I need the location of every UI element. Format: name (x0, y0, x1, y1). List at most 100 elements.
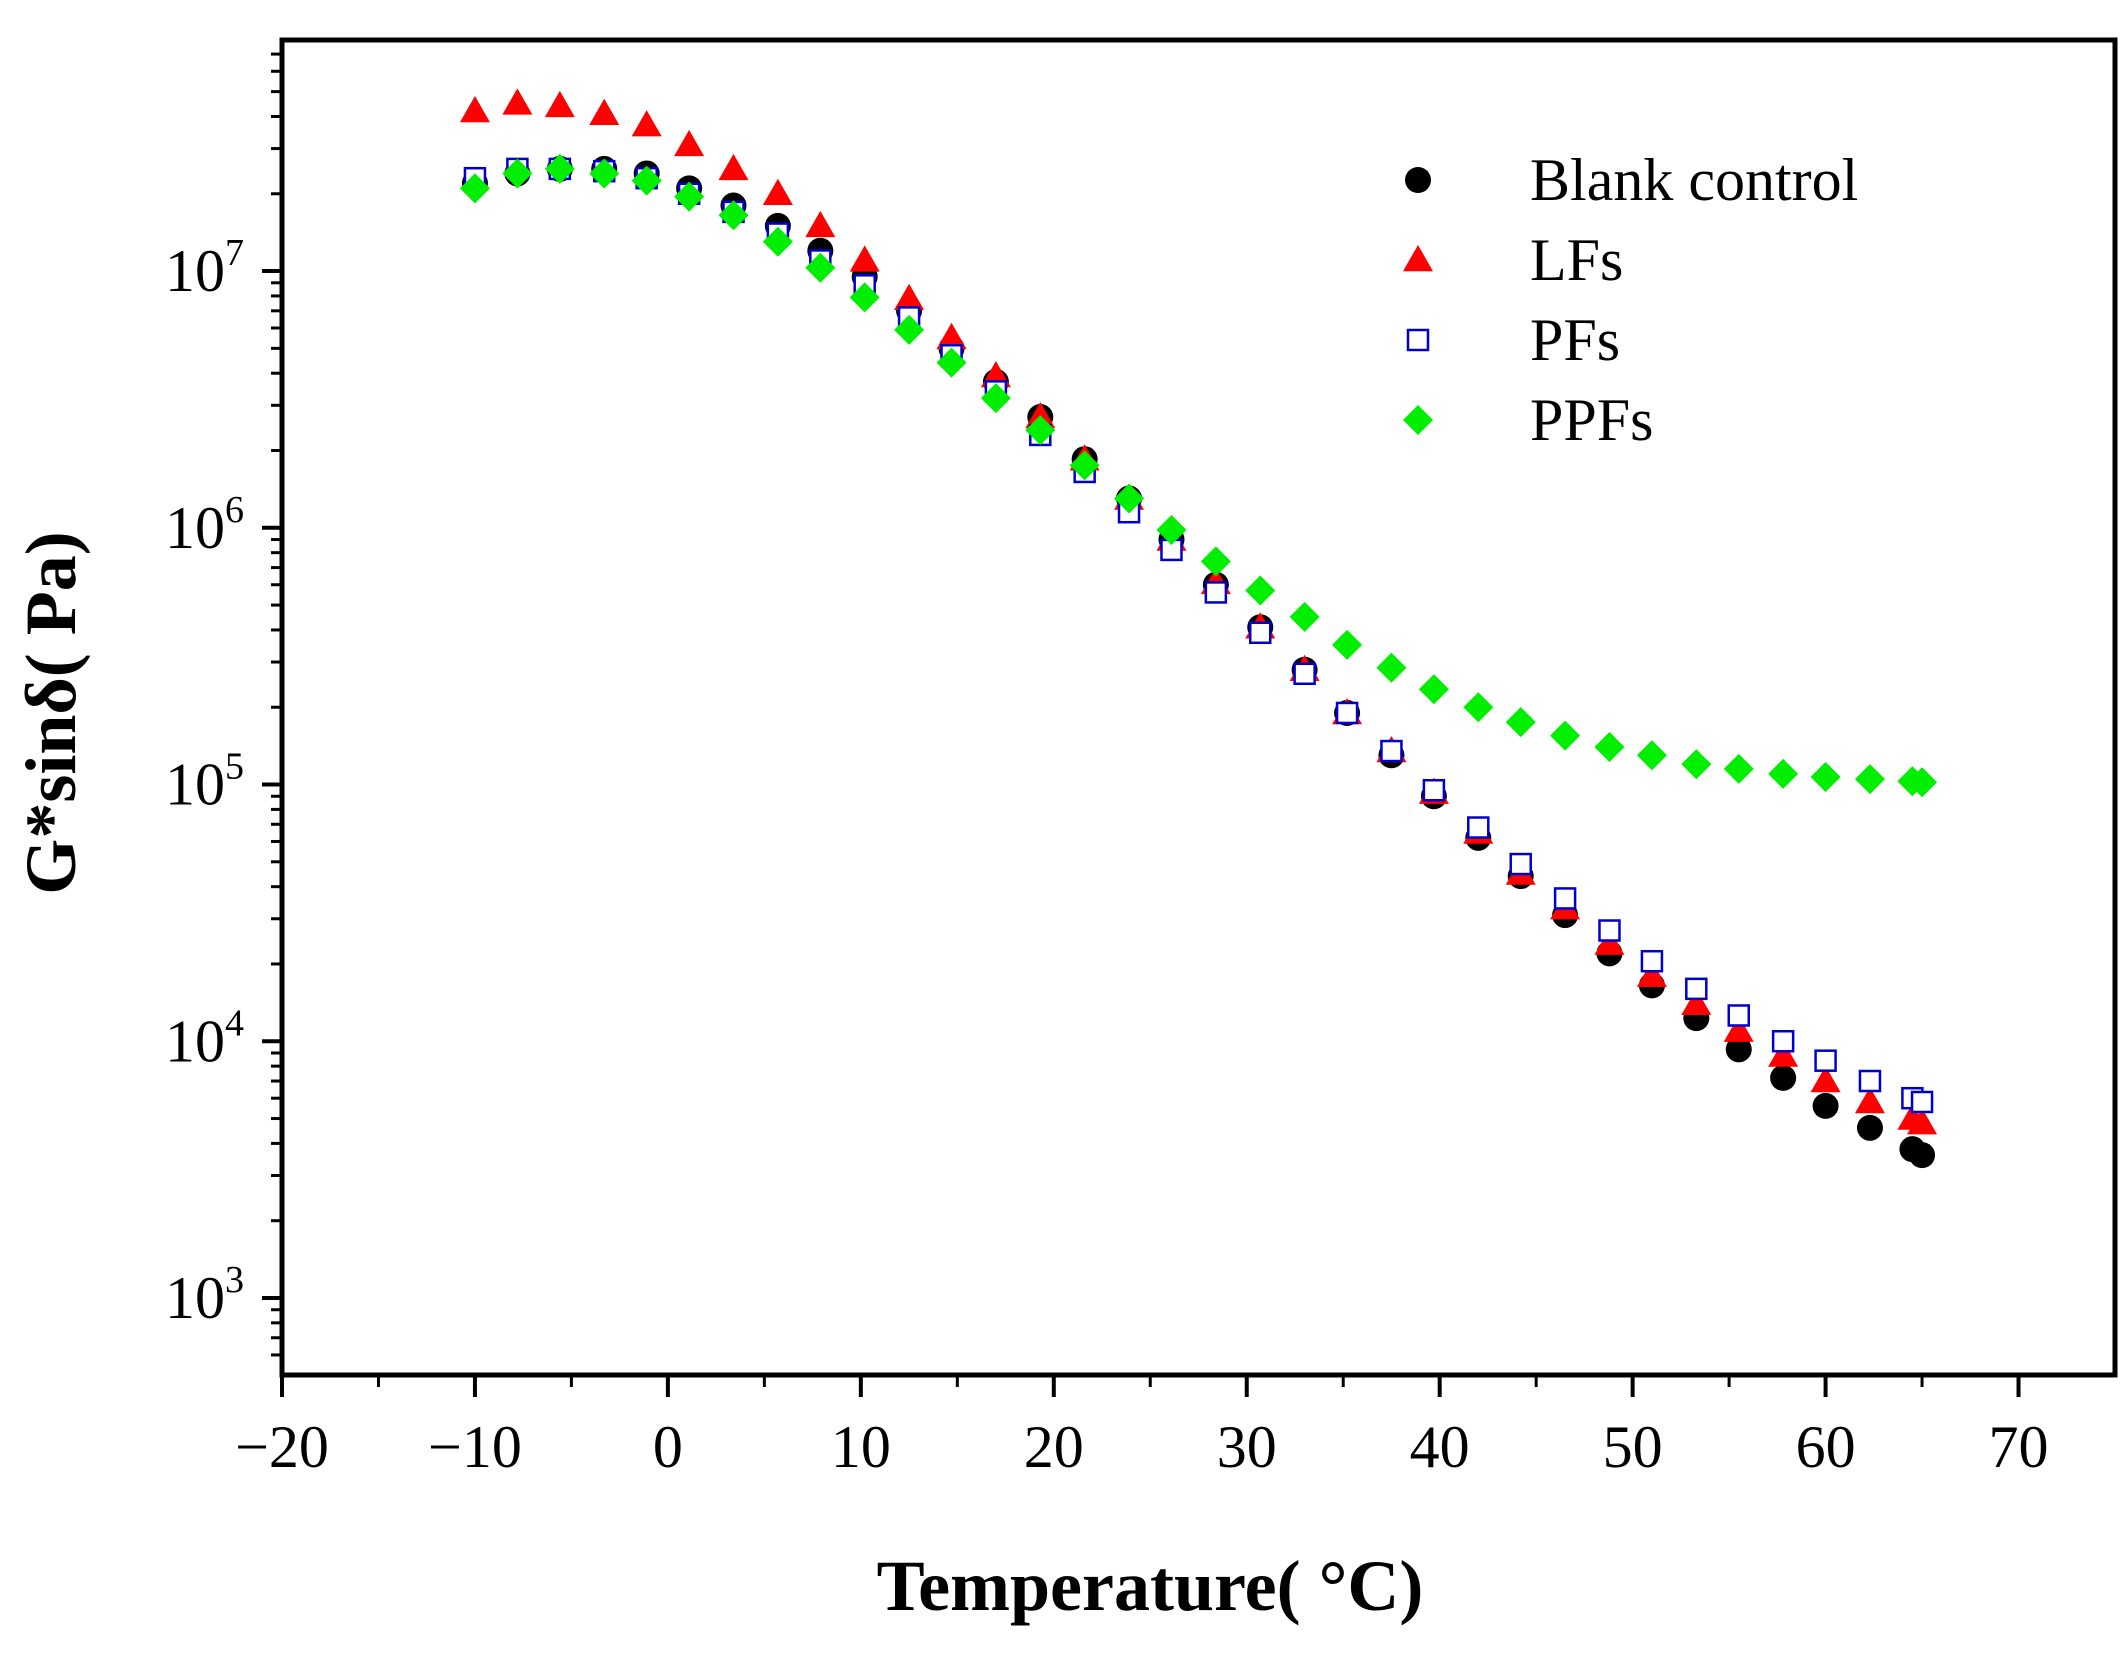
data-point-pfs (1858, 1069, 1882, 1093)
y-tick-label: 104 (165, 1002, 244, 1074)
x-tick-label: −10 (428, 1414, 522, 1480)
x-tick-label: 10 (831, 1414, 891, 1480)
data-point-ppfs (1376, 652, 1407, 683)
y-tick-label: 106 (165, 489, 244, 561)
data-point-blank-control (1725, 1036, 1752, 1063)
series-ppfs (459, 153, 1938, 798)
data-point-ppfs (1418, 674, 1449, 705)
data-point-ppfs (502, 158, 533, 189)
series-lfs (459, 88, 1938, 1135)
data-point-pfs (1335, 701, 1359, 725)
data-point-pfs (1727, 1004, 1751, 1027)
legend-marker-lfs (1403, 245, 1433, 272)
data-point-lfs (1810, 1066, 1841, 1093)
data-point-ppfs (589, 158, 620, 189)
data-point-ppfs (1681, 749, 1712, 780)
data-point-lfs (1636, 960, 1667, 987)
series-blank-control (461, 155, 1936, 1169)
data-point-ppfs (980, 383, 1011, 414)
data-point-lfs (674, 129, 705, 157)
y-tick-label: 103 (165, 1259, 244, 1331)
data-point-lfs (544, 90, 575, 118)
data-point-ppfs (1810, 761, 1841, 792)
data-point-ppfs (1200, 546, 1231, 577)
data-point-ppfs (1069, 450, 1100, 481)
legend-label-lfs: LFs (1530, 227, 1623, 293)
data-point-pfs (1204, 581, 1228, 604)
data-point-lfs (1025, 402, 1056, 429)
data-point-ppfs (894, 314, 925, 345)
legend-label-ppfs: PPFs (1530, 387, 1653, 453)
data-point-pfs (1814, 1049, 1837, 1072)
y-tick-label: 107 (165, 232, 244, 304)
x-tick-label: 50 (1603, 1414, 1663, 1480)
data-point-pfs (1467, 816, 1490, 839)
y-axis-title: G*sinδ( Pa) (11, 531, 91, 894)
data-point-lfs (1723, 1015, 1754, 1042)
data-point-pfs (1509, 852, 1532, 876)
data-point-pfs (1248, 621, 1272, 645)
data-point-blank-control (1812, 1092, 1839, 1119)
data-point-ppfs (631, 165, 662, 196)
data-point-ppfs (718, 200, 749, 231)
data-point-lfs (1854, 1086, 1885, 1114)
plot-border (279, 37, 2118, 1378)
data-point-pfs (1293, 662, 1316, 686)
data-point-pfs (1685, 977, 1708, 1001)
data-point-ppfs (1907, 767, 1938, 798)
data-point-pfs (1422, 778, 1446, 802)
data-point-ppfs (1114, 483, 1145, 514)
x-tick-label: 0 (653, 1414, 683, 1480)
data-point-lfs (589, 98, 620, 125)
data-point-ppfs (1550, 720, 1581, 751)
data-point-ppfs (805, 252, 836, 283)
data-point-blank-control (1909, 1142, 1936, 1169)
legend: Blank control LFs PFs PPFs (1403, 147, 1858, 453)
legend-marker-pfs (1406, 328, 1430, 352)
data-point-lfs (502, 88, 533, 115)
data-series (459, 88, 1938, 1169)
data-point-ppfs (674, 181, 705, 212)
x-axis-title: Temperature( °C) (877, 1546, 1424, 1626)
data-point-pfs (1598, 919, 1621, 942)
data-point-pfs (1553, 887, 1577, 910)
plot-frame (279, 37, 2118, 1378)
data-point-ppfs (1156, 515, 1187, 546)
data-point-pfs (1380, 739, 1403, 763)
data-point-ppfs (1636, 740, 1667, 771)
legend-label-blank-control: Blank control (1530, 147, 1858, 213)
data-point-pfs (1640, 949, 1664, 973)
x-tick-label: −20 (235, 1414, 329, 1480)
data-point-lfs (894, 283, 925, 311)
data-point-ppfs (762, 226, 793, 257)
data-point-lfs (805, 210, 836, 238)
x-tick-label: 20 (1024, 1414, 1084, 1480)
data-point-ppfs (459, 173, 490, 204)
x-tick-label: 30 (1217, 1414, 1277, 1480)
data-point-ppfs (936, 347, 967, 378)
data-point-lfs (849, 245, 880, 272)
x-tick-label: 40 (1410, 1414, 1470, 1480)
data-point-lfs (1681, 988, 1712, 1015)
series-pfs (463, 157, 1934, 1114)
data-point-blank-control (1770, 1064, 1797, 1091)
data-point-ppfs (1854, 764, 1885, 795)
data-point-lfs (936, 322, 967, 349)
data-point-pfs (1771, 1030, 1795, 1053)
legend-marker-blank-control (1405, 167, 1431, 193)
data-point-lfs (1907, 1108, 1938, 1135)
data-point-lfs (459, 96, 490, 123)
y-axis: 103 104 105 106 107 (165, 52, 282, 1357)
y-tick-label: 105 (165, 746, 244, 818)
data-point-ppfs (1463, 692, 1494, 723)
data-point-blank-control (1856, 1114, 1883, 1141)
data-point-ppfs (849, 282, 880, 313)
data-point-ppfs (1505, 707, 1536, 738)
data-point-lfs (762, 178, 793, 206)
data-point-ppfs (1594, 732, 1625, 763)
data-point-pfs (1910, 1090, 1934, 1114)
data-point-lfs (631, 110, 662, 137)
data-point-ppfs (1768, 758, 1799, 789)
data-point-ppfs (1289, 601, 1320, 632)
